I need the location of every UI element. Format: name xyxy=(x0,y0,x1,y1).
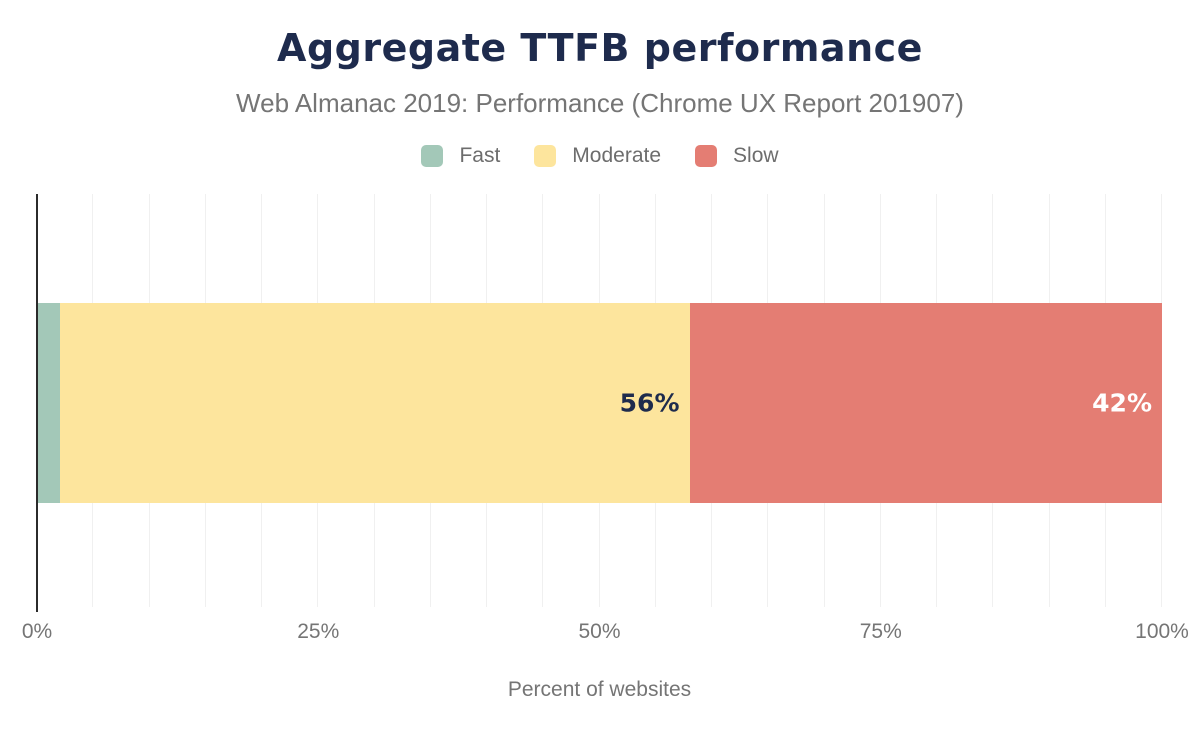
legend: Fast Moderate Slow xyxy=(0,144,1200,168)
legend-label-fast: Fast xyxy=(459,144,501,167)
bar-segment-moderate[interactable] xyxy=(59,303,690,503)
y-axis-line xyxy=(36,194,38,612)
legend-label-moderate: Moderate xyxy=(572,144,662,167)
x-tick-50: 50% xyxy=(578,620,621,643)
chart-subtitle: Web Almanac 2019: Performance (Chrome UX… xyxy=(236,88,964,118)
bar-value-label-slow: 42% xyxy=(1092,388,1152,418)
legend-item-moderate: Moderate xyxy=(534,144,661,168)
chart-title: Aggregate TTFB performance xyxy=(277,26,923,70)
x-axis-title: Percent of websites xyxy=(507,678,692,701)
bar-segment-fast[interactable] xyxy=(37,303,60,503)
x-tick-75: 75% xyxy=(859,620,902,643)
legend-swatch-moderate xyxy=(534,145,557,167)
legend-item-slow: Slow xyxy=(695,144,779,168)
x-tick-25: 25% xyxy=(297,620,340,643)
bar-segment-slow[interactable] xyxy=(689,303,1162,503)
legend-swatch-slow xyxy=(695,145,718,167)
legend-label-slow: Slow xyxy=(733,144,779,167)
bar-value-label-moderate: 56% xyxy=(619,388,680,418)
legend-item-fast: Fast xyxy=(421,144,500,168)
plot-area: 2%56%42% xyxy=(37,194,1162,607)
stacked-bar: 2%56%42% xyxy=(37,303,1162,503)
x-tick-0: 0% xyxy=(21,620,53,643)
x-tick-100: 100% xyxy=(1135,620,1189,643)
x-axis-ticks: 0% 25% 50% 75% 100% xyxy=(22,620,1189,650)
legend-swatch-fast xyxy=(421,145,444,167)
